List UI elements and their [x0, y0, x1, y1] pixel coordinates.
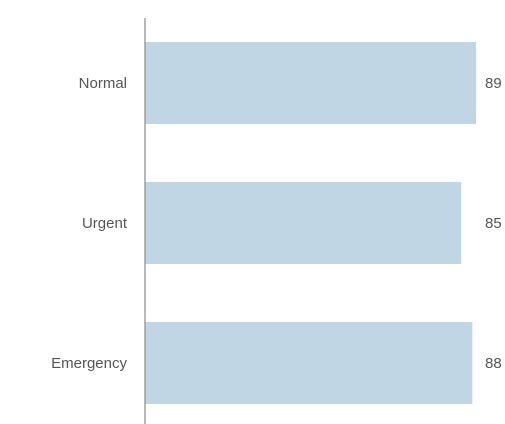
value-label-emergency: 88 [485, 355, 502, 372]
bar-urgent [145, 182, 462, 264]
value-label-normal: 89 [485, 75, 502, 92]
category-labels: Normal Urgent Emergency [51, 75, 128, 372]
bars-layer [145, 42, 477, 404]
value-label-urgent: 85 [485, 215, 502, 232]
value-labels: 89 85 88 [485, 75, 502, 372]
category-label-urgent: Urgent [82, 215, 128, 232]
category-label-emergency: Emergency [51, 355, 127, 372]
bar-emergency [145, 322, 473, 404]
bar-normal [145, 42, 477, 124]
category-label-normal: Normal [79, 75, 127, 92]
